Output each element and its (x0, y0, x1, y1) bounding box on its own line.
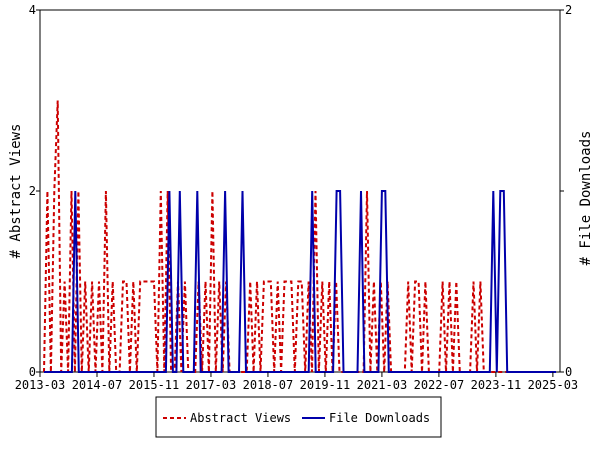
x-tick-label: 2022-07 (414, 378, 465, 392)
y-left-tick-label: 0 (29, 365, 36, 379)
y-axis-left: 0 2 4 (29, 3, 40, 379)
y-left-tick-label: 4 (29, 3, 36, 17)
x-axis: 2013-03 2014-07 2015-11 2017-03 2018-07 2019-… (15, 372, 578, 392)
legend-box (155, 396, 442, 438)
y-left-tick-label: 2 (29, 184, 36, 198)
legend-label-abstract-views: Abstract Views (190, 411, 291, 425)
y-right-tick-label: 2 (565, 3, 572, 17)
x-tick-label: 2021-03 (357, 378, 408, 392)
y-axis-right-title: # File Downloads (578, 131, 594, 266)
legend: Abstract Views File Downloads (155, 396, 442, 438)
y-axis-left-title: # Abstract Views (8, 124, 24, 259)
series-line-file-downloads (44, 190, 556, 373)
x-tick-label: 2017-03 (186, 378, 237, 392)
legend-label-file-downloads: File Downloads (329, 411, 430, 425)
x-tick-label: 2023-11 (471, 378, 522, 392)
y-right-tick-label: 0 (565, 365, 572, 379)
x-tick-label: 2013-03 (15, 378, 66, 392)
x-tick-label: 2019-11 (300, 378, 351, 392)
y-axis-right: 02 (560, 3, 572, 379)
x-tick-label: 2025-03 (528, 378, 579, 392)
series-line-abstract-views (43, 100, 556, 373)
series-layer (43, 100, 556, 373)
x-tick-label: 2015-11 (129, 378, 180, 392)
x-tick-label: 2014-07 (72, 378, 123, 392)
x-tick-label: 2018-07 (243, 378, 294, 392)
